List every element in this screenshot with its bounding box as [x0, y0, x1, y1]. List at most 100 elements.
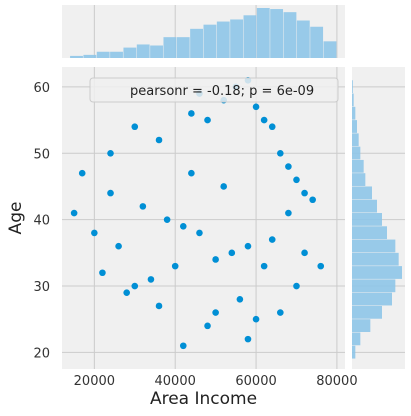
y-histogram-bar: [352, 305, 382, 319]
scatter-point: [179, 222, 187, 230]
y-histogram-bar: [352, 159, 364, 173]
scatter-point: [155, 302, 163, 310]
y-histogram-bar: [352, 319, 371, 332]
x-histogram-bar: [96, 51, 110, 58]
x-histogram-bar: [70, 55, 83, 58]
marginal-x-histogram: [70, 8, 337, 59]
y-tick-label: 50: [33, 147, 50, 162]
scatter-point: [277, 309, 284, 316]
marginal-y-histogram: [352, 80, 402, 359]
scatter-points: [70, 76, 325, 350]
y-tick-label: 30: [33, 280, 50, 295]
x-histogram-bar: [296, 20, 310, 58]
scatter-point: [131, 282, 139, 290]
x-histogram-bar: [270, 9, 284, 58]
x-histogram-bar: [256, 8, 270, 58]
x-histogram-bar: [176, 37, 190, 58]
scatter-point: [155, 136, 163, 144]
axis-ticks: 20000 40000 60000 80000 20 30 40 50 60: [33, 81, 357, 389]
scatter-point: [260, 262, 268, 270]
x-histogram-bar: [243, 15, 257, 58]
y-histogram-bar: [352, 226, 387, 240]
scatter-point: [309, 196, 316, 204]
y-histogram-bar: [352, 332, 361, 346]
scatter-point: [244, 335, 252, 343]
x-histogram-bar: [230, 19, 244, 58]
scatter-point: [236, 296, 244, 303]
scatter-point: [204, 116, 211, 124]
scatter-point: [139, 203, 147, 210]
y-axis-label: Age: [6, 202, 26, 235]
x-histogram-bar: [83, 54, 97, 58]
y-histogram-bar: [352, 199, 377, 213]
y-histogram-bar: [352, 80, 353, 94]
scatter-point: [244, 242, 252, 250]
y-tick-label: 40: [33, 214, 50, 229]
x-histogram-bar: [310, 26, 324, 58]
scatter-point: [285, 163, 292, 170]
scatter-point: [317, 262, 325, 270]
scatter-point: [228, 249, 236, 257]
scatter-point: [107, 149, 114, 157]
x-histogram-bar: [283, 12, 297, 58]
x-histogram-bar: [323, 41, 337, 58]
legend: pearsonr = -0.18; p = 6e-09: [89, 77, 339, 103]
y-histogram-bar: [352, 93, 354, 107]
scatter-point: [131, 123, 139, 131]
scatter-point: [212, 256, 219, 263]
scatter-point: [70, 209, 78, 217]
y-histogram-bar: [352, 120, 357, 133]
y-histogram-bar: [352, 213, 382, 226]
x-histogram-bar: [216, 21, 230, 59]
y-tick-label: 20: [33, 346, 50, 361]
y-histogram-bar: [352, 239, 396, 253]
plot-area: [62, 67, 345, 369]
scatter-point: [293, 176, 300, 184]
scatter-point: [301, 249, 308, 257]
scatter-point: [260, 116, 268, 124]
x-tick-label: 40000: [155, 374, 196, 389]
x-tick-label: 80000: [316, 374, 357, 389]
x-histogram-bar: [123, 47, 137, 58]
y-histogram-bar: [352, 252, 399, 266]
scatter-point: [196, 229, 203, 237]
scatter-point: [293, 282, 300, 290]
y-histogram-bar: [352, 279, 396, 293]
y-histogram-bar: [352, 345, 356, 359]
scatter-point: [78, 169, 86, 177]
y-histogram-bar: [352, 266, 402, 279]
x-axis-label: Area Income: [150, 389, 257, 409]
scatter-point: [188, 110, 195, 117]
scatter-point: [277, 149, 284, 157]
scatter-point: [163, 216, 171, 223]
scatter-point: [252, 315, 260, 323]
y-histogram-bar: [352, 146, 361, 160]
x-histogram-bar: [150, 45, 163, 58]
scatter-point: [252, 103, 260, 111]
scatter-point: [171, 262, 179, 270]
x-histogram-bar: [203, 24, 217, 59]
y-histogram-bar: [352, 186, 372, 200]
scatter-point: [204, 322, 211, 330]
scatter-point: [220, 183, 228, 190]
scatter-point: [123, 289, 130, 296]
scatter-point: [179, 342, 187, 350]
scatter-point: [115, 242, 122, 250]
scatter-point: [188, 169, 195, 177]
scatter-point: [91, 229, 98, 237]
scatter-point: [301, 189, 308, 197]
x-histogram-bar: [136, 44, 150, 58]
y-histogram-bar: [352, 133, 359, 147]
legend-text: pearsonr = -0.18; p = 6e-09: [130, 84, 314, 99]
scatter-point: [268, 123, 276, 131]
y-histogram-bar: [352, 106, 356, 120]
y-histogram-bar: [352, 292, 392, 306]
scatter-point: [107, 189, 114, 197]
scatter-point: [147, 276, 155, 283]
x-histogram-bar: [110, 51, 123, 58]
y-histogram-bar: [352, 173, 366, 186]
scatter-point: [268, 236, 276, 243]
scatter-point: [99, 269, 106, 277]
scatter-point: [212, 309, 219, 316]
